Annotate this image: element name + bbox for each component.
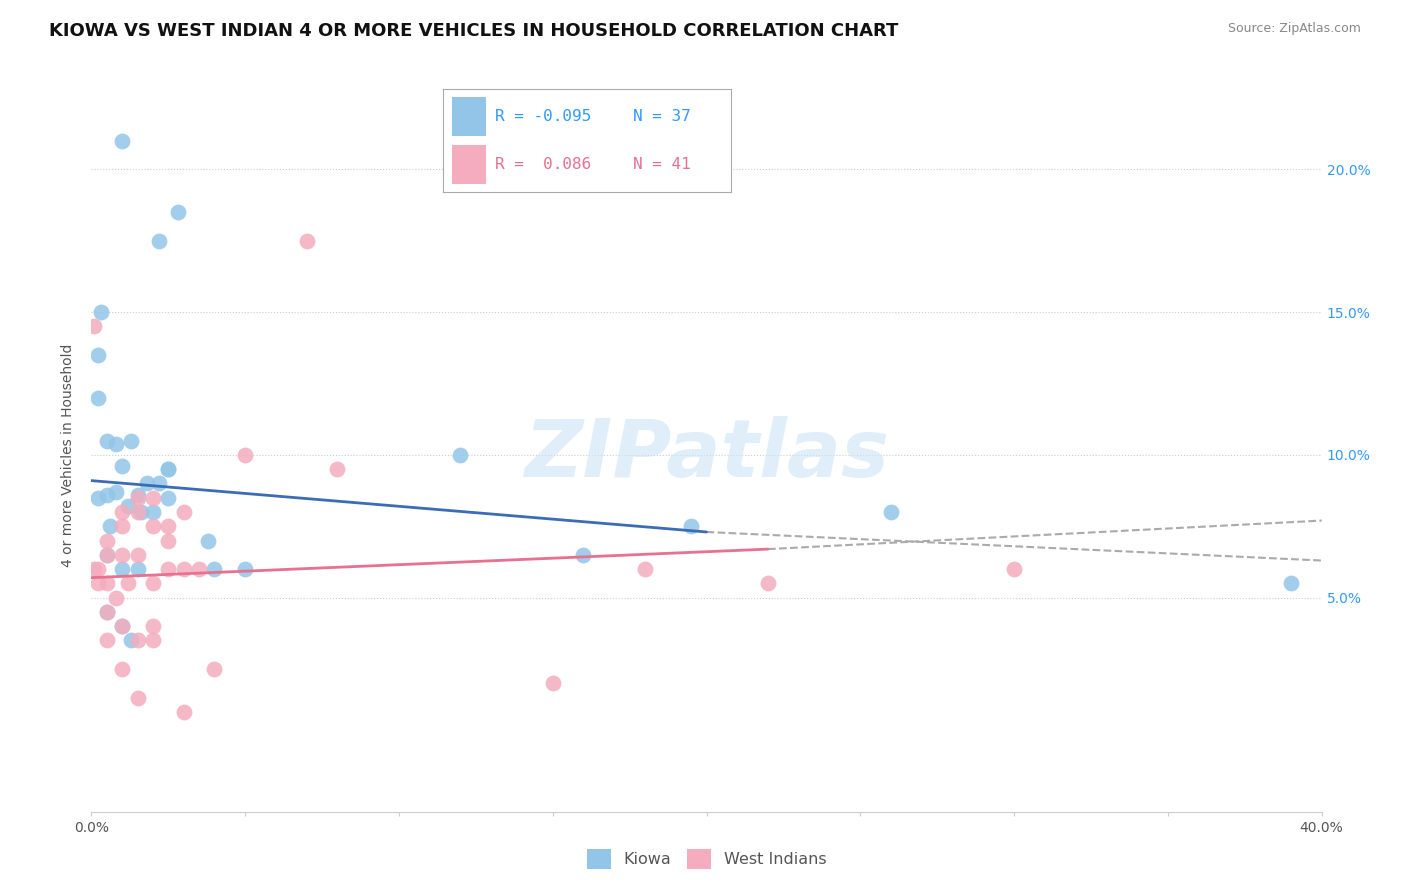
Point (880, 505, 903, 519)
Point (166, 205, 188, 219)
Point (96, 488, 118, 502)
Point (295, 234, 318, 248)
Point (86, 348, 108, 362)
Point (129, 505, 152, 519)
Point (1002, 562, 1025, 576)
Point (541, 676, 564, 690)
Point (111, 548, 134, 562)
Point (173, 705, 195, 719)
Point (111, 505, 134, 519)
Point (127, 488, 149, 502)
Point (111, 134, 134, 148)
Point (111, 662, 134, 676)
Point (111, 619, 134, 633)
Point (96, 434, 118, 448)
Legend: Kiowa, West Indians: Kiowa, West Indians (581, 843, 832, 875)
Point (681, 519, 703, 533)
Point (127, 562, 149, 576)
Point (86, 491, 108, 505)
Text: R = -0.095: R = -0.095 (495, 110, 591, 124)
Point (111, 459, 134, 474)
Point (98, 519, 121, 533)
Point (157, 462, 180, 476)
Point (90, 305, 112, 319)
Point (756, 576, 779, 591)
Point (111, 562, 134, 576)
Point (105, 436, 127, 450)
Point (173, 562, 195, 576)
Point (96, 548, 118, 562)
Text: N = 41: N = 41 (633, 157, 690, 171)
Point (157, 533, 180, 548)
Text: Source: ZipAtlas.com: Source: ZipAtlas.com (1227, 22, 1361, 36)
Bar (451, 145, 486, 184)
Point (96, 576, 118, 591)
Bar (451, 97, 486, 136)
Point (111, 519, 134, 533)
Point (96, 605, 118, 619)
Point (197, 533, 219, 548)
Point (326, 462, 349, 476)
Point (157, 491, 180, 505)
Point (86, 391, 108, 405)
Point (142, 619, 165, 633)
Point (142, 633, 165, 648)
Point (86, 576, 108, 591)
Text: R =  0.086: R = 0.086 (495, 157, 591, 171)
Text: KIOWA VS WEST INDIAN 4 OR MORE VEHICLES IN HOUSEHOLD CORRELATION CHART: KIOWA VS WEST INDIAN 4 OR MORE VEHICLES … (49, 22, 898, 40)
Point (233, 448, 256, 462)
Point (96, 633, 118, 648)
Point (83, 562, 105, 576)
Point (127, 491, 149, 505)
Text: N = 37: N = 37 (633, 110, 690, 124)
Point (83, 319, 105, 334)
Point (127, 505, 149, 519)
Point (148, 476, 170, 491)
Point (105, 485, 127, 500)
Point (96, 533, 118, 548)
Point (142, 505, 165, 519)
Point (117, 576, 139, 591)
Text: ZIPatlas: ZIPatlas (524, 416, 889, 494)
Point (120, 434, 142, 448)
Point (188, 562, 211, 576)
Point (86, 562, 108, 576)
Point (127, 633, 149, 648)
Point (1279, 576, 1302, 591)
Point (142, 491, 165, 505)
Point (127, 690, 149, 705)
Point (105, 591, 127, 605)
Point (233, 562, 256, 576)
Point (142, 576, 165, 591)
Point (96, 548, 118, 562)
Point (202, 562, 225, 576)
Point (572, 548, 595, 562)
Point (173, 505, 195, 519)
Point (135, 476, 157, 491)
Point (120, 633, 142, 648)
Point (449, 448, 471, 462)
Point (96, 605, 118, 619)
Point (157, 519, 180, 533)
Point (117, 500, 139, 514)
Point (142, 519, 165, 533)
Point (157, 462, 180, 476)
Point (148, 234, 170, 248)
Y-axis label: 4 or more Vehicles in Household: 4 or more Vehicles in Household (62, 343, 76, 566)
Point (157, 562, 180, 576)
Point (127, 548, 149, 562)
Point (202, 662, 225, 676)
Point (634, 562, 657, 576)
Point (111, 619, 134, 633)
